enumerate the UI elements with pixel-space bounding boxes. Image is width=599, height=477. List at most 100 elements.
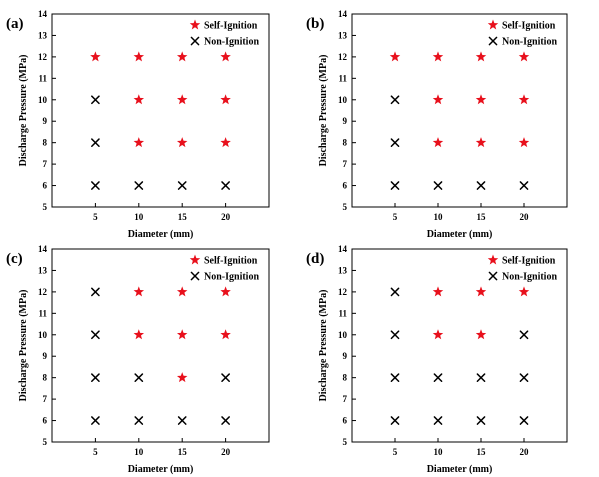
- y-tick-label: 14: [338, 9, 348, 19]
- point-self-ignition: [432, 329, 444, 340]
- y-tick-label: 9: [43, 351, 48, 361]
- point-self-ignition: [220, 286, 231, 297]
- point-non-ignition: [476, 373, 486, 383]
- y-tick-label: 10: [38, 95, 48, 105]
- point-non-ignition-stroke: [134, 416, 144, 425]
- point-self-ignition: [176, 286, 188, 297]
- point-self-ignition: [389, 51, 401, 62]
- panel-label: (c): [6, 251, 23, 267]
- x-tick-label: 5: [93, 212, 98, 222]
- point-non-ignition: [91, 181, 100, 190]
- point-non-ignition-stroke: [91, 138, 100, 148]
- point-non-ignition-stroke: [177, 416, 187, 425]
- point-non-ignition-stroke: [91, 330, 100, 340]
- point-non-ignition-stroke: [221, 181, 230, 190]
- x-tick-label: 20: [221, 447, 231, 457]
- point-non-ignition: [134, 416, 144, 425]
- x-axis-label: Diameter (mm): [128, 229, 194, 240]
- legend-label-non-ignition: Non-Ignition: [502, 37, 557, 48]
- point-self-ignition: [432, 94, 444, 105]
- legend: Self-Ignition Non-Ignition: [189, 254, 259, 283]
- point-self-ignition: [475, 286, 487, 297]
- panel-label: (d): [306, 251, 324, 267]
- point-self-ignition: [220, 51, 231, 62]
- x-tick-label: 10: [434, 212, 444, 222]
- legend-label-non-ignition: Non-Ignition: [204, 37, 259, 48]
- plot-frame: [351, 13, 568, 208]
- point-non-ignition: [91, 287, 100, 297]
- y-tick-label: 9: [343, 116, 348, 126]
- y-tick-label: 13: [38, 265, 48, 275]
- point-self-ignition: [90, 51, 101, 62]
- point-self-ignition: [220, 137, 231, 148]
- point-non-ignition-stroke: [476, 416, 486, 425]
- x-tick-label: 20: [520, 212, 530, 222]
- point-self-ignition: [518, 137, 530, 148]
- point-non-ignition-stroke: [433, 181, 443, 190]
- point-self-ignition: [176, 51, 188, 62]
- point-non-ignition: [91, 138, 100, 148]
- point-non-ignition-stroke: [519, 330, 529, 340]
- point-non-ignition: [134, 181, 144, 190]
- point-self-ignition: [475, 51, 487, 62]
- legend-marker-self-ignition: [487, 254, 499, 265]
- point-self-ignition: [432, 51, 444, 62]
- y-tick-label: 7: [343, 394, 348, 404]
- point-self-ignition: [133, 94, 145, 105]
- legend-marker-non-ignition: [190, 271, 200, 281]
- point-non-ignition-stroke: [390, 373, 400, 383]
- y-tick-label: 11: [338, 308, 347, 318]
- point-non-ignition-stroke: [221, 416, 230, 425]
- panel-label: (b): [306, 16, 324, 32]
- legend-label-self-ignition: Self-Ignition: [502, 21, 556, 32]
- point-non-ignition-stroke: [390, 330, 400, 340]
- y-tick-label: 6: [343, 416, 348, 426]
- y-tick-label: 12: [338, 52, 348, 62]
- y-tick-label: 8: [43, 138, 48, 148]
- point-non-ignition: [390, 138, 400, 148]
- point-non-ignition-stroke: [91, 416, 100, 425]
- point-non-ignition-stroke: [390, 416, 400, 425]
- legend-label-self-ignition: Self-Ignition: [502, 256, 556, 267]
- point-non-ignition-stroke: [134, 181, 144, 190]
- y-tick-label: 11: [38, 73, 47, 83]
- y-tick-label: 7: [43, 394, 48, 404]
- point-non-ignition-stroke: [519, 373, 529, 383]
- legend: Self-Ignition Non-Ignition: [487, 19, 557, 48]
- point-self-ignition: [176, 94, 188, 105]
- point-self-ignition: [432, 286, 444, 297]
- y-tick-label: 6: [343, 181, 348, 191]
- y-tick-label: 5: [43, 202, 48, 212]
- point-non-ignition-stroke: [91, 181, 100, 190]
- chart-panel-a: (a) 5 6 7 8 9 10 11 12 13 14 5 10 15 20 Diameter (mm) Di…: [6, 9, 270, 240]
- point-non-ignition: [476, 416, 486, 425]
- chart-panel-d: (d) 5 6 7 8 9 10 11 12 13 14 5 10 15 20 Diameter (mm) Di…: [306, 244, 568, 475]
- legend-marker-self-ignition: [189, 254, 201, 265]
- point-non-ignition: [390, 95, 400, 105]
- y-axis-label: Discharge Pressure (MPa): [18, 290, 29, 402]
- point-non-ignition-stroke: [476, 181, 486, 190]
- panel-label: (a): [6, 16, 24, 32]
- point-self-ignition: [133, 51, 145, 62]
- point-non-ignition: [177, 181, 187, 190]
- point-non-ignition-stroke: [390, 287, 400, 297]
- y-axis-label: Discharge Pressure (MPa): [318, 290, 329, 402]
- point-non-ignition: [519, 416, 529, 425]
- point-non-ignition: [390, 330, 400, 340]
- y-tick-label: 8: [343, 138, 348, 148]
- point-self-ignition: [133, 137, 145, 148]
- x-tick-label: 15: [477, 212, 487, 222]
- y-tick-label: 5: [43, 437, 48, 447]
- y-tick-label: 7: [43, 159, 48, 169]
- y-axis-label: Discharge Pressure (MPa): [318, 55, 329, 167]
- point-self-ignition: [133, 329, 145, 340]
- y-tick-label: 7: [343, 159, 348, 169]
- legend: Self-Ignition Non-Ignition: [487, 254, 557, 283]
- point-non-ignition-stroke: [519, 416, 529, 425]
- x-tick-label: 15: [178, 212, 188, 222]
- plot-frame: [351, 248, 568, 443]
- x-tick-label: 15: [477, 447, 487, 457]
- point-non-ignition: [221, 181, 230, 190]
- y-tick-label: 8: [43, 373, 48, 383]
